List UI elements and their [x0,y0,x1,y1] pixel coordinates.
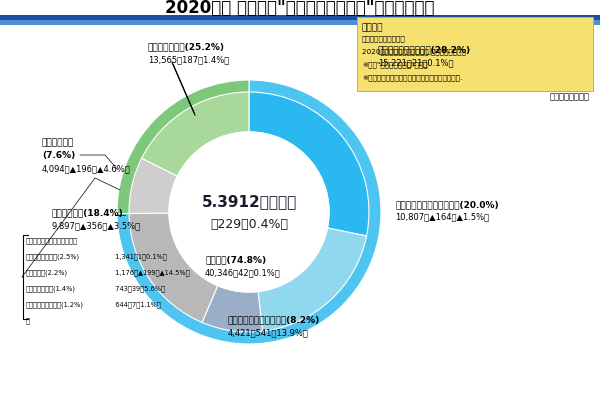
Wedge shape [129,213,218,322]
Text: 4,094（▲196、▲4.6%）: 4,094（▲196、▲4.6%） [42,164,131,173]
Text: （単位：亿日元）: （単位：亿日元） [550,92,590,101]
Text: 644（7、1.1%）: 644（7、1.1%） [111,301,161,308]
Text: 文教費用(74.8%): 文教費用(74.8%) [205,255,266,264]
Text: 40,346（42、0.1%）: 40,346（42、0.1%） [205,268,281,277]
Wedge shape [202,286,263,332]
Wedge shape [258,228,367,331]
Text: 15,221（21、0.1%）: 15,221（21、0.1%） [378,58,454,67]
Text: ＜凡例＞: ＜凡例＞ [362,23,383,32]
FancyBboxPatch shape [0,20,600,25]
Text: 高专运营費及设施費(1.2%): 高专运营費及设施費(1.2%) [26,301,84,308]
Circle shape [169,132,329,292]
Text: 其他文教費用(18.4%): 其他文教費用(18.4%) [52,208,124,217]
Wedge shape [142,92,249,176]
Text: 针对高中生等的学习支援(8.2%): 针对高中生等的学习支援(8.2%) [228,315,320,324]
Text: 2020年度预算额（与当初相比 増减额、増减率）: 2020年度预算额（与当初相比 増减额、増减率） [362,48,466,55]
Text: 等: 等 [26,317,30,324]
Text: 13,565（187、1.4%）: 13,565（187、1.4%） [148,55,229,64]
Wedge shape [129,158,178,214]
Wedge shape [249,92,369,236]
Text: 义务教育費国库负担金(28.2%): 义务教育費国库负担金(28.2%) [378,45,471,54]
Text: 私立学校补助: 私立学校补助 [42,138,74,147]
Text: 1,341（1、0.1%）: 1,341（1、0.1%） [111,253,167,260]
Text: 5.3912万亿日元: 5.3912万亿日元 [202,194,296,210]
Text: 743（39、5.6%）: 743（39、5.6%） [111,285,165,292]
Wedge shape [117,80,249,214]
Text: 国立大学法人运营費交付金(20.0%): 国立大学法人运营費交付金(20.0%) [395,200,499,209]
Text: ※除去"临时和特别措施"的金额: ※除去"临时和特别措施"的金额 [362,61,428,68]
Text: 9,897（▲356、▲3.5%）: 9,897（▲356、▲3.5%） [52,221,141,230]
Text: 科学技术振兴費(25.2%): 科学技术振兴費(25.2%) [148,42,225,51]
Wedge shape [117,80,381,344]
Text: 1,176（▲199、▲14.5%）: 1,176（▲199、▲14.5%） [111,269,190,276]
Text: 10,807（▲164、▲1.5%）: 10,807（▲164、▲1.5%） [395,212,489,221]
Text: 共済事業団补助金(2.5%): 共済事業団补助金(2.5%) [26,253,80,260]
FancyBboxPatch shape [357,17,593,91]
Text: (7.6%): (7.6%) [42,151,75,160]
Text: ※内容和计数正在详细审查中，今后可能发生变化.: ※内容和计数正在详细审查中，今后可能发生变化. [362,74,462,81]
Text: 経費名称（构成比例）: 経費名称（构成比例） [362,35,406,42]
FancyBboxPatch shape [0,15,600,20]
Text: 公立文教设施費(1.4%): 公立文教设施費(1.4%) [26,285,76,292]
Text: 2020年度 主要経費"文教及科学振興費"（一般会計）: 2020年度 主要経費"文教及科学振興費"（一般会計） [165,0,435,17]
Text: 育英事业費(2.2%): 育英事业費(2.2%) [26,269,68,276]
Text: 4,421（541、13.9%）: 4,421（541、13.9%） [228,328,309,337]
Text: （229、0.4%）: （229、0.4%） [210,218,288,230]
Text: 基础年金等日本私立学校振兴: 基础年金等日本私立学校振兴 [26,237,78,244]
